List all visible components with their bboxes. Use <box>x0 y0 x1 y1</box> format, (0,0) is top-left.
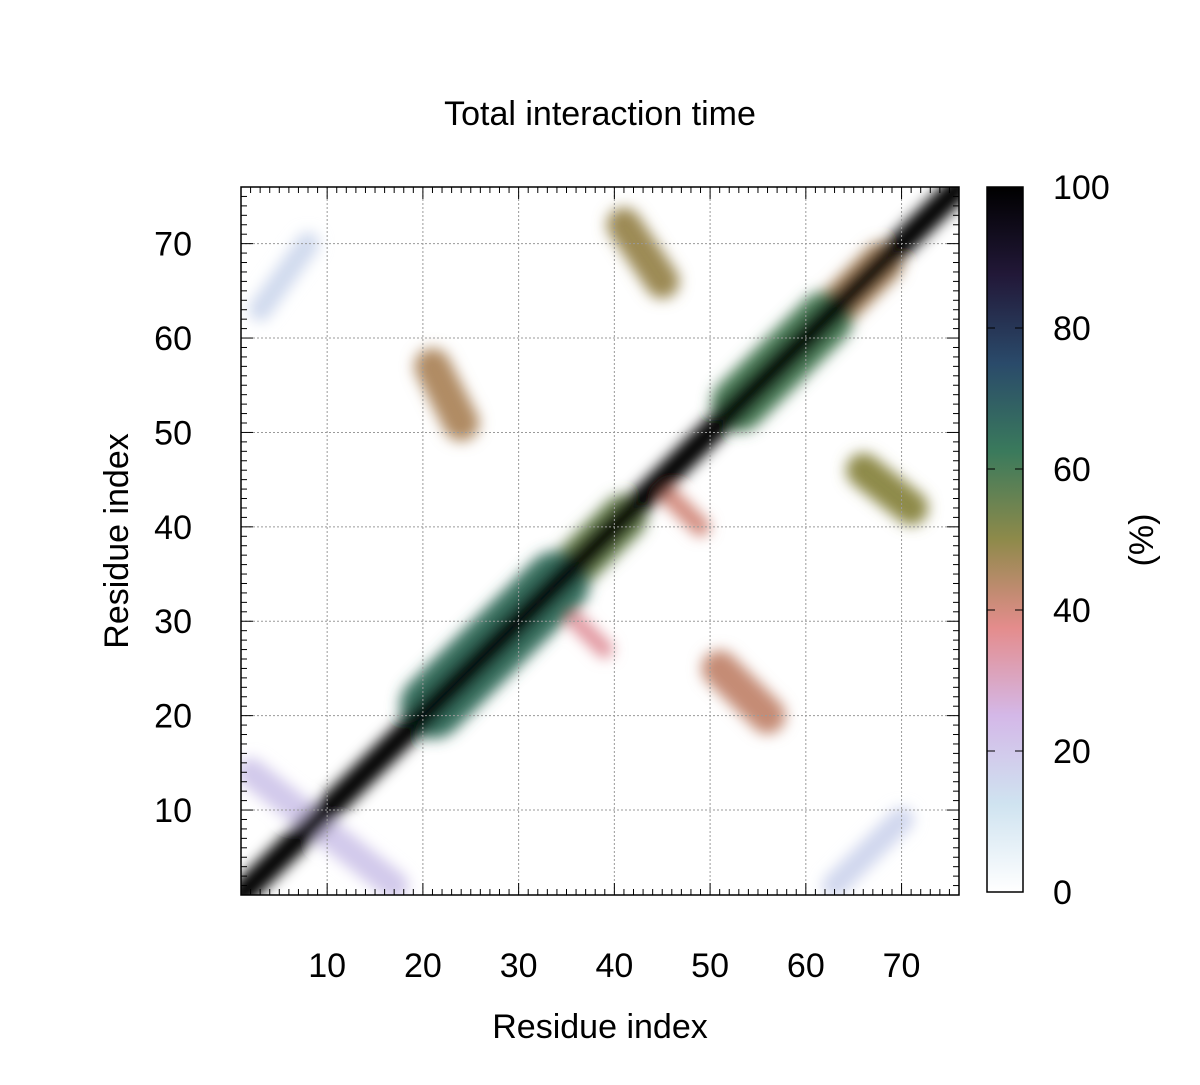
y-axis-label: Residue index <box>98 433 136 648</box>
contact-patch-6-cap <box>822 873 847 895</box>
contact-patch-1-cap <box>442 404 480 442</box>
contact-patch-7-cap <box>690 517 711 537</box>
contact-patch-2-cap <box>893 490 929 526</box>
x-tick-label: 60 <box>787 947 825 985</box>
colorbar-tick-label: 60 <box>1053 451 1091 489</box>
contact-patch-5-cap <box>296 232 320 256</box>
colorbar-ticks: 0 20 40 60 80 100 <box>987 169 1110 912</box>
x-tick-label: 50 <box>691 947 729 985</box>
contact-patch-0-cap <box>606 207 642 242</box>
y-tick-label: 40 <box>154 509 192 547</box>
plot-frame <box>240 186 960 896</box>
contact-patch-3-cap <box>749 697 786 734</box>
y-tick-label: 50 <box>154 414 192 452</box>
axis-ticks <box>240 186 960 896</box>
x-axis-label: Residue index <box>492 1008 707 1046</box>
colorbar-tick-label: 80 <box>1053 310 1091 348</box>
colorbar-tick-label: 20 <box>1053 733 1091 771</box>
contact-patch-2-cap <box>846 452 881 488</box>
x-tick-label: 20 <box>404 947 442 985</box>
y-tick-label: 10 <box>154 792 192 830</box>
x-tick-label: 30 <box>500 947 538 985</box>
colorbar-tick-label: 40 <box>1053 592 1091 630</box>
colorbar-tick-label: 100 <box>1053 169 1110 207</box>
tick-labels: 10 20 30 40 50 60 70 10 20 30 40 50 60 70 <box>154 226 920 985</box>
heatmap-cells <box>241 187 959 895</box>
colorbar <box>986 186 1024 893</box>
chart-title: Total interaction time <box>444 95 756 133</box>
grid-lines <box>241 187 959 895</box>
x-tick-label: 70 <box>883 947 921 985</box>
contact-patch-0-cap <box>644 264 680 299</box>
y-tick-label: 60 <box>154 320 192 358</box>
y-tick-label: 20 <box>154 698 192 736</box>
x-tick-label: 10 <box>308 947 346 985</box>
y-tick-label: 30 <box>154 603 192 641</box>
contact-patch-4-cap <box>241 757 265 787</box>
contact-patch-6 <box>825 810 911 895</box>
contact-patch-5 <box>250 236 318 317</box>
contact-patch-1-cap <box>414 348 451 385</box>
contact-patch-5-cap <box>248 298 272 322</box>
contact-patch-3-cap <box>701 650 738 687</box>
y-tick-label: 70 <box>154 226 192 264</box>
x-tick-label: 40 <box>595 947 633 985</box>
colorbar-tick-label: 0 <box>1053 874 1072 912</box>
colorbar-label: (%) <box>1123 514 1161 567</box>
diagonal-band-4 <box>241 187 959 895</box>
contact-patch-4-cap <box>379 871 409 895</box>
contact-patch-8-cap <box>567 612 585 630</box>
contact-patch-8-cap <box>596 640 614 659</box>
